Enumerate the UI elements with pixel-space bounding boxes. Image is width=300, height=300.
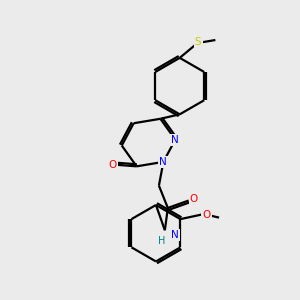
Text: S: S bbox=[195, 38, 202, 47]
Text: N: N bbox=[160, 157, 167, 167]
Text: N: N bbox=[171, 230, 179, 240]
Text: O: O bbox=[190, 194, 198, 204]
Text: N: N bbox=[171, 135, 179, 145]
Text: O: O bbox=[109, 160, 117, 170]
Text: O: O bbox=[202, 210, 211, 220]
Text: H: H bbox=[158, 236, 165, 246]
